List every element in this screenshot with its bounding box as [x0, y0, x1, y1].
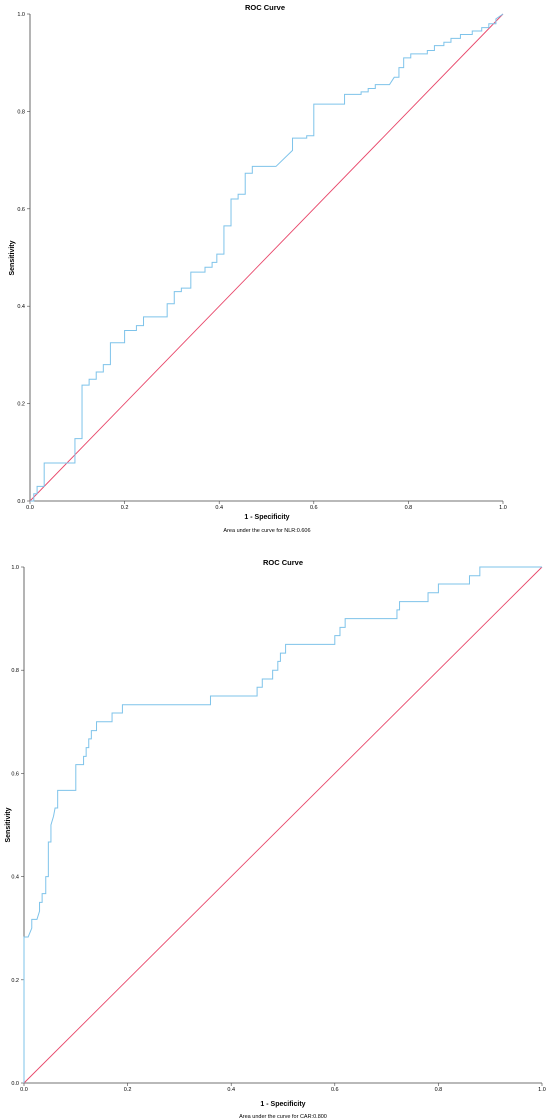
auc-footnote: Area under the curve for NLR:0.606: [223, 528, 310, 534]
x-tick-label: 0.8: [435, 1087, 443, 1093]
y-axis-label: Sensitivity: [9, 240, 16, 275]
y-tick-label: 0.0: [11, 1081, 19, 1087]
x-tick-label: 0.0: [20, 1087, 28, 1093]
roc-curve-line: [30, 13, 504, 502]
y-tick-label: 0.0: [17, 499, 25, 505]
y-tick-label: 0.2: [11, 978, 19, 984]
y-tick-label: 0.8: [11, 668, 19, 674]
x-tick-label: 0.2: [124, 1087, 132, 1093]
x-tick-label: 0.8: [405, 505, 413, 511]
roc-curve-line: [23, 566, 542, 1083]
auc-footnote: Area under the curve for CAR:0.800: [239, 1114, 327, 1120]
x-tick-label: 0.4: [227, 1087, 235, 1093]
y-axis-label: Sensitivity: [5, 807, 12, 842]
y-tick-label: 0.6: [17, 207, 25, 213]
x-tick-label: 0.4: [215, 505, 223, 511]
chart-title: ROC Curve: [263, 558, 303, 567]
y-tick-label: 1.0: [11, 565, 19, 571]
x-tick-label: 0.6: [310, 505, 318, 511]
y-tick-label: 0.8: [17, 109, 25, 115]
y-tick-label: 0.6: [11, 771, 19, 777]
reference-diagonal-line: [23, 566, 543, 1084]
y-tick-label: 1.0: [17, 12, 25, 18]
reference-diagonal-line: [29, 13, 504, 502]
x-tick-label: 1.0: [538, 1087, 546, 1093]
y-tick-label: 0.4: [17, 304, 25, 310]
x-tick-label: 0.2: [121, 505, 129, 511]
x-axis-label: 1 - Specificity: [260, 1101, 305, 1108]
x-tick-label: 1.0: [499, 505, 507, 511]
x-tick-label: 0.0: [26, 505, 34, 511]
roc-chart-car: ROC Curve Sensitivity 1 - Specificity Ar…: [5, 558, 546, 1120]
y-tick-label: 0.2: [17, 402, 25, 408]
y-tick-label: 0.4: [11, 875, 19, 881]
roc-chart-nlr: ROC Curve Sensitivity 1 - Specificity Ar…: [9, 3, 507, 534]
x-axis-label: 1 - Specificity: [244, 514, 289, 521]
x-tick-label: 0.6: [331, 1087, 339, 1093]
chart-title: ROC Curve: [245, 3, 285, 12]
